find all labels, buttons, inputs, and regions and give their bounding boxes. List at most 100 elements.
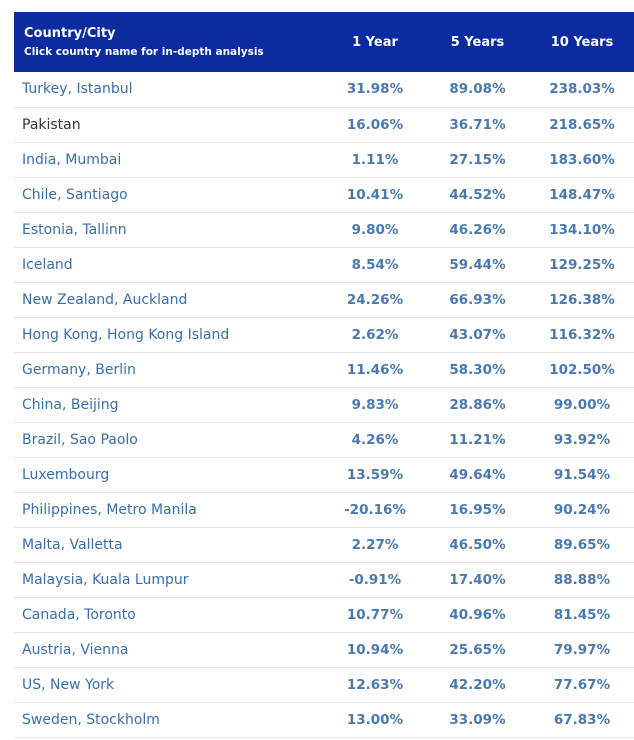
table-row: Estonia, Tallinn 9.80% 46.26% 134.10% [14,212,634,247]
return-value: 126.38% [549,291,615,308]
table-row: Austria, Vienna 10.94% 25.65% 79.97% [14,632,634,667]
return-value: 183.60% [549,151,615,168]
country-name[interactable]: Brazil, Sao Paolo [22,431,138,448]
return-value: 33.09% [449,711,506,728]
return-value: 10.41% [346,186,404,203]
return-value: 49.64% [449,466,506,483]
country-name[interactable]: Canada, Toronto [22,606,136,623]
country-name[interactable]: US, New York [22,676,115,693]
country-name[interactable]: Philippines, Metro Manila [22,501,197,518]
return-value: 89.65% [553,536,611,553]
return-value: 13.59% [346,466,404,483]
return-value: 79.97% [553,641,611,658]
table-row: Luxembourg 13.59% 49.64% 91.54% [14,457,634,492]
return-value: 238.03% [549,81,615,98]
table-row: New Zealand, Auckland 24.26% 66.93% 126.38% [14,282,634,317]
table-row: Hong Kong, Hong Kong Island 2.62% 43.07% 11… [14,317,634,352]
table-row: Iceland 8.54% 59.44% 129.25% [14,247,634,282]
return-value: 27.15% [449,151,506,168]
table-row: Malaysia, Kuala Lumpur -0.91% 17.40% 88.88% [14,562,634,597]
table-row: Philippines, Metro Manila -20.16% 16.95% 90… [14,492,634,527]
country-name[interactable]: Germany, Berlin [22,361,136,378]
country-name[interactable]: Hong Kong, Hong Kong Island [22,326,230,343]
return-value: 8.54% [351,256,399,273]
return-value: 59.44% [449,256,506,273]
return-value: 25.65% [449,641,506,658]
return-value: 9.83% [351,396,399,413]
table-header: Country/City Click country name for in-d… [14,12,634,72]
return-value: 36.71% [449,116,506,133]
country-name[interactable]: Estonia, Tallinn [22,221,127,238]
return-value: 10.94% [346,641,404,658]
return-value: 13.00% [346,711,404,728]
return-value: 58.30% [449,361,506,378]
return-value: 148.47% [549,186,615,203]
column-header: 5 Years [450,34,505,50]
return-value: -20.16% [344,501,406,518]
return-value: 134.10% [549,221,615,238]
table-row: Chile, Santiago 10.41% 44.52% 148.47% [14,177,634,212]
return-value: 67.83% [553,711,611,728]
return-value: 40.96% [449,606,506,623]
table-row: Sweden, Stockholm 13.00% 33.09% 67.83% [14,702,634,737]
header-cell: Country/City Click country name for in-d… [14,12,325,72]
return-value: 4.26% [351,431,399,448]
table-row: Turkey, Istanbul 31.98% 89.08% 238.03% [14,72,634,107]
country-name[interactable]: Luxembourg [22,466,110,483]
return-value: 1.11% [351,151,399,168]
return-value: 46.26% [449,221,506,238]
table-row: Germany, Berlin 11.46% 58.30% 102.50% [14,352,634,387]
return-value: 89.08% [449,81,506,98]
header-title: Country/City [24,26,116,41]
return-value: 46.50% [449,536,506,553]
table-body: Turkey, Istanbul 31.98% 89.08% 238.03% Pakis… [14,72,634,737]
return-value: 218.65% [549,116,615,133]
country-name[interactable]: India, Mumbai [22,151,122,168]
country-name[interactable]: New Zealand, Auckland [22,291,188,308]
return-value: 88.88% [553,571,611,588]
header-row: Country/City Click country name for in-d… [14,12,634,72]
return-value: 93.92% [553,431,611,448]
country-name[interactable]: Turkey, Istanbul [22,81,133,98]
return-value: 16.95% [449,501,506,518]
return-value: 129.25% [549,256,615,273]
return-value: 116.32% [549,326,615,343]
return-value: 2.62% [351,326,399,343]
table-row: China, Beijing 9.83% 28.86% 99.00% [14,387,634,422]
return-value: 12.63% [346,676,404,693]
country-name[interactable]: China, Beijing [22,396,119,413]
return-value: 16.06% [346,116,404,133]
return-value: 9.80% [351,221,399,238]
return-value: 90.24% [553,501,611,518]
column-header: 10 Years [550,34,614,50]
table-row: Brazil, Sao Paolo 4.26% 11.21% 93.92% [14,422,634,457]
country-name[interactable]: Malaysia, Kuala Lumpur [22,571,189,588]
return-value: 102.50% [549,361,615,378]
return-value: 99.00% [553,396,611,413]
table-row: India, Mumbai 1.11% 27.15% 183.60% [14,142,634,177]
table-row: Malta, Valletta 2.27% 46.50% 89.65% [14,527,634,562]
return-value: 43.07% [449,326,506,343]
return-value: 24.26% [346,291,404,308]
return-value: 44.52% [449,186,506,203]
return-value: 10.77% [346,606,404,623]
return-value: 66.93% [449,291,506,308]
return-value: 11.46% [346,361,404,378]
return-value: 2.27% [351,536,399,553]
return-value: 28.86% [449,396,506,413]
table-row: US, New York 12.63% 42.20% 77.67% [14,667,634,702]
return-value: 81.45% [553,606,611,623]
return-value: 77.67% [553,676,611,693]
country-name[interactable]: Austria, Vienna [22,641,129,658]
country-name[interactable]: Sweden, Stockholm [22,711,160,728]
header-subtitle: Click country name for in-depth analysis [24,46,264,58]
column-header: 1 Year [352,34,398,50]
return-value: 42.20% [449,676,506,693]
country-name: Pakistan [22,116,81,133]
returns-table: Country/City Click country name for in-d… [14,12,634,738]
country-name[interactable]: Iceland [22,256,73,273]
table-row: Canada, Toronto 10.77% 40.96% 81.45% [14,597,634,632]
country-name[interactable]: Chile, Santiago [22,186,128,203]
country-name[interactable]: Malta, Valletta [22,536,123,553]
